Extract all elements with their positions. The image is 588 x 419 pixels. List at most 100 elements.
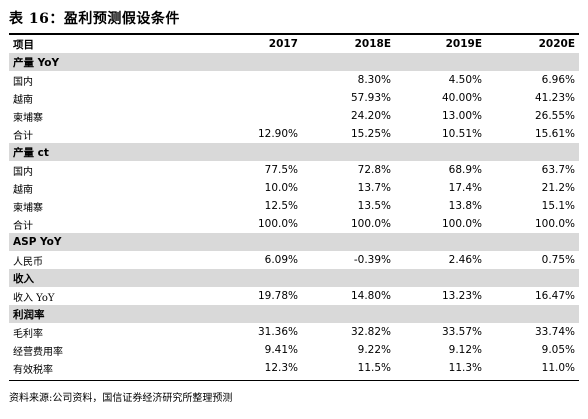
table-cell: [395, 269, 486, 287]
table-row: 收入 YoY 19.78% 14.80% 13.23% 16.47%: [9, 287, 579, 305]
table-cell: 17.4%: [448, 182, 482, 194]
table-cell: 10.0%: [264, 182, 298, 194]
table-cell: 77.5%: [264, 164, 298, 176]
table-cell: 8.30%: [357, 74, 391, 86]
table-cell: [486, 305, 579, 323]
table-cell: [486, 233, 579, 251]
table-cell: [302, 143, 395, 161]
table-cell: [209, 233, 302, 251]
row-label: 人民币: [13, 256, 43, 268]
table-cell: 100.0%: [441, 218, 482, 230]
table-cell: 13.5%: [357, 200, 391, 212]
table-cell: [209, 269, 302, 287]
section-label: 利润率: [9, 305, 209, 323]
bottom-rule: [9, 380, 579, 381]
table-row: 越南 10.0% 13.7% 17.4% 21.2%: [9, 179, 579, 197]
forecast-table: 项目 2017 2018E 2019E 2020E 产量 YoY 国内 8.30% 4…: [9, 35, 579, 377]
table-row: 毛利率 31.36% 32.82% 33.57% 33.74%: [9, 323, 579, 341]
table-cell: [209, 53, 302, 71]
section-row: 利润率: [9, 305, 579, 323]
table-cell: -0.39%: [353, 254, 391, 266]
table-title: 表 16：盈利预测假设条件: [9, 11, 180, 27]
table-cell: [486, 269, 579, 287]
table-cell: [209, 89, 302, 107]
table-cell: 12.90%: [257, 128, 298, 140]
section-row: 产量 ct: [9, 143, 579, 161]
table-cell: 57.93%: [350, 92, 391, 104]
source-note: 资料来源:公司资料，国信证券经济研究所整理预测: [9, 393, 233, 404]
table-cell: 11.0%: [541, 362, 575, 374]
table-cell: 4.50%: [448, 74, 482, 86]
table-cell: 11.3%: [448, 362, 482, 374]
row-label: 合计: [13, 130, 33, 142]
section-row: 产量 YoY: [9, 53, 579, 71]
table-cell: [395, 53, 486, 71]
table-cell: 9.41%: [264, 344, 298, 356]
table-cell: 6.96%: [541, 74, 575, 86]
table-cell: 32.82%: [350, 326, 391, 338]
table-cell: [395, 305, 486, 323]
row-label: 收入 YoY: [13, 292, 55, 304]
row-label: 经营费用率: [13, 346, 63, 358]
top-rule: [9, 33, 579, 35]
table-cell: 12.3%: [264, 362, 298, 374]
table-cell: [209, 107, 302, 125]
table-cell: [302, 53, 395, 71]
row-label: 毛利率: [13, 328, 43, 340]
table-cell: [486, 53, 579, 71]
table-cell: 13.23%: [441, 290, 482, 302]
table-cell: [302, 269, 395, 287]
table-cell: [302, 305, 395, 323]
table-cell: 100.0%: [257, 218, 298, 230]
table-cell: 100.0%: [534, 218, 575, 230]
table-cell: 12.5%: [264, 200, 298, 212]
row-label: 合计: [13, 220, 33, 232]
section-row: 收入: [9, 269, 579, 287]
table-cell: 31.36%: [257, 326, 298, 338]
table-cell: 100.0%: [350, 218, 391, 230]
header-2017: 2017: [268, 38, 298, 50]
row-label: 国内: [13, 76, 33, 88]
table-header-row: 项目 2017 2018E 2019E 2020E: [9, 35, 579, 53]
header-2020e: 2020E: [538, 38, 575, 50]
section-label: 收入: [9, 269, 209, 287]
table-cell: 15.25%: [350, 128, 391, 140]
table-cell: 15.1%: [541, 200, 575, 212]
table-cell: 68.9%: [448, 164, 482, 176]
table-cell: 13.8%: [448, 200, 482, 212]
table-row: 柬埔寨 12.5% 13.5% 13.8% 15.1%: [9, 197, 579, 215]
table-cell: 9.22%: [357, 344, 391, 356]
header-item: 项目: [13, 38, 34, 51]
table-cell: [209, 71, 302, 89]
table-cell: [486, 143, 579, 161]
header-2019e: 2019E: [445, 38, 482, 50]
section-label: 产量 YoY: [9, 53, 209, 71]
table-cell: 13.7%: [357, 182, 391, 194]
table-row: 合计 12.90% 15.25% 10.51% 15.61%: [9, 125, 579, 143]
table-cell: 21.2%: [541, 182, 575, 194]
table-cell: 14.80%: [350, 290, 391, 302]
table-cell: 0.75%: [541, 254, 575, 266]
table-cell: [302, 233, 395, 251]
table-row: 人民币 6.09% -0.39% 2.46% 0.75%: [9, 251, 579, 269]
row-label: 柬埔寨: [13, 112, 43, 124]
table-cell: 33.74%: [534, 326, 575, 338]
table-cell: 24.20%: [350, 110, 391, 122]
table-cell: 15.61%: [534, 128, 575, 140]
table-cell: 26.55%: [534, 110, 575, 122]
table-cell: 72.8%: [357, 164, 391, 176]
table-cell: 63.7%: [541, 164, 575, 176]
table-cell: 10.51%: [441, 128, 482, 140]
table-cell: 19.78%: [257, 290, 298, 302]
table-row: 合计 100.0% 100.0% 100.0% 100.0%: [9, 215, 579, 233]
row-label: 柬埔寨: [13, 202, 43, 214]
table-cell: 9.05%: [541, 344, 575, 356]
section-row: ASP YoY: [9, 233, 579, 251]
table-cell: [395, 143, 486, 161]
table-cell: [395, 233, 486, 251]
table-cell: 33.57%: [441, 326, 482, 338]
row-label: 越南: [13, 94, 33, 106]
row-label: 国内: [13, 166, 33, 178]
section-label: ASP YoY: [9, 233, 209, 251]
table-row: 有效税率 12.3% 11.5% 11.3% 11.0%: [9, 359, 579, 377]
